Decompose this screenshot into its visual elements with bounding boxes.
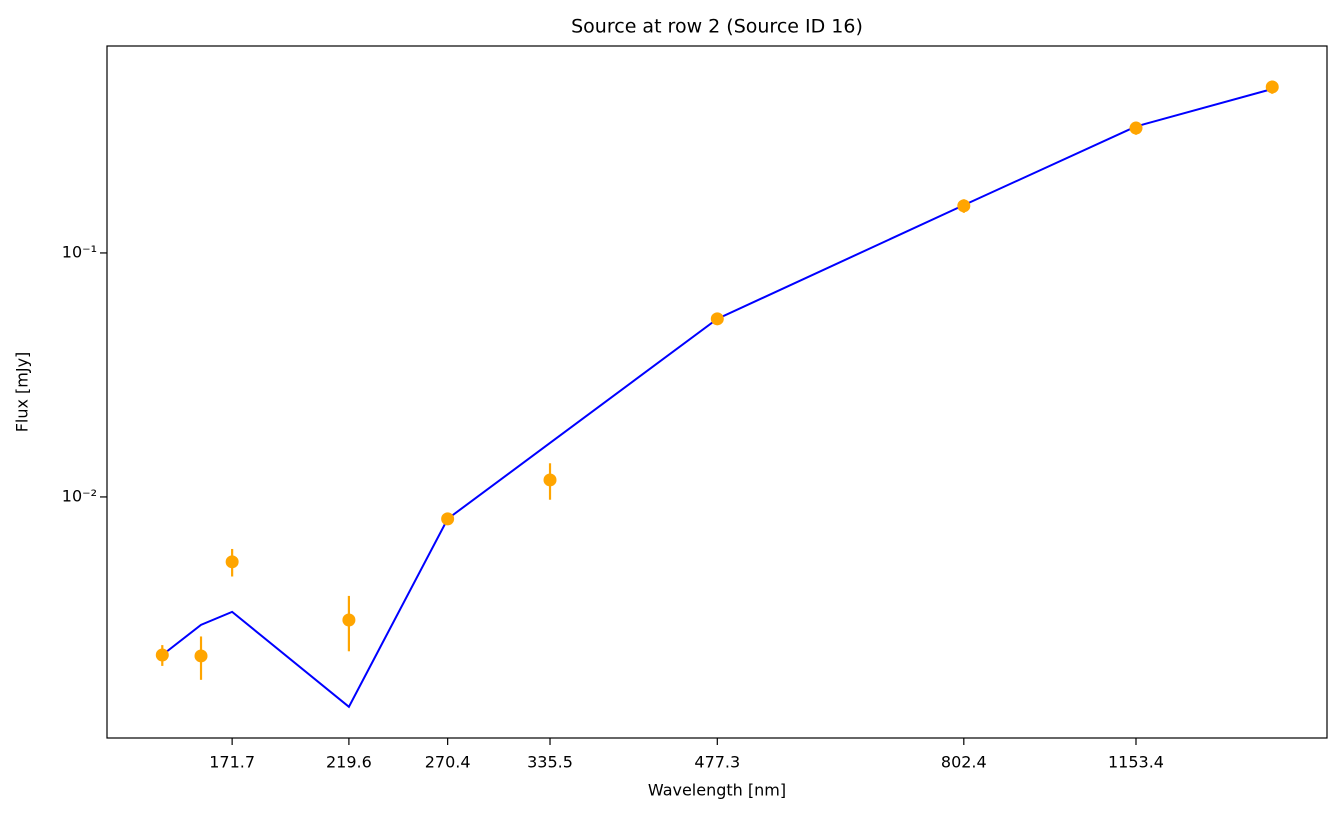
x-tick-label: 802.4 — [941, 753, 987, 772]
x-tick-label: 477.3 — [694, 753, 740, 772]
data-point — [194, 649, 208, 663]
x-tick-label: 270.4 — [425, 753, 471, 772]
data-point — [441, 512, 455, 526]
data-point — [1129, 121, 1143, 135]
data-point — [342, 613, 356, 627]
data-point — [543, 473, 557, 487]
x-tick-label: 1153.4 — [1108, 753, 1164, 772]
x-tick-label: 219.6 — [326, 753, 372, 772]
y-tick-label: 10⁻¹ — [62, 242, 97, 261]
x-tick-label: 335.5 — [527, 753, 573, 772]
data-point — [710, 312, 724, 326]
x-axis-label: Wavelength [nm] — [648, 781, 786, 800]
data-point — [155, 648, 169, 662]
chart-title: Source at row 2 (Source ID 16) — [571, 16, 863, 38]
y-axis-label: Flux [mJy] — [13, 352, 32, 433]
data-point — [957, 199, 971, 213]
data-point — [225, 555, 239, 569]
x-tick-label: 171.7 — [209, 753, 255, 772]
model-line — [161, 88, 1273, 709]
data-point — [1265, 80, 1279, 94]
plot-frame — [106, 45, 1328, 739]
y-tick-label: 10⁻² — [62, 486, 97, 505]
